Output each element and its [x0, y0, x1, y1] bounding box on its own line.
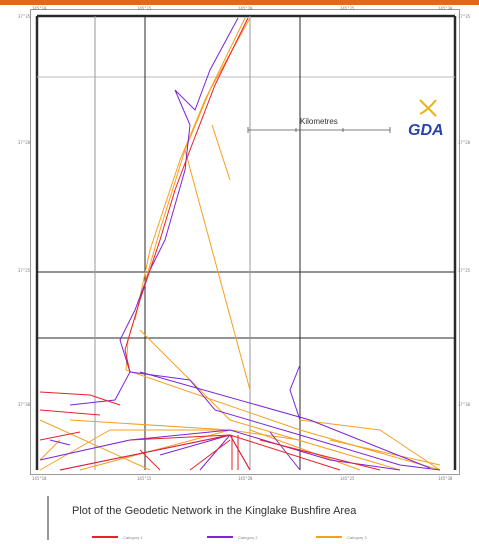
legend-label: Category 1	[123, 534, 143, 540]
bottom-tick-label: 145°10	[32, 476, 47, 481]
bottom-tick-label: 145°25	[340, 476, 355, 481]
right-tick-label: 37°35	[458, 14, 471, 19]
orange-network-lines	[39, 17, 441, 471]
left-tick-label: 37°30	[18, 402, 31, 407]
right-tick-label: 37°25	[458, 268, 471, 273]
map-frame	[30, 9, 460, 475]
top-tick-label: 145°20	[238, 6, 253, 11]
legend-item-red: Category 1	[92, 533, 143, 541]
scale-bar	[247, 127, 391, 133]
bottom-tick-label: 145°15	[137, 476, 152, 481]
graticule-grid	[35, 14, 457, 470]
red-network-lines	[39, 17, 381, 471]
legend-swatch-orange	[316, 536, 342, 538]
purple-network-lines	[39, 17, 441, 471]
left-tick-label: 37°20	[18, 140, 31, 145]
legend-swatch-purple	[207, 536, 233, 538]
legend-divider	[47, 496, 49, 540]
top-tick-label: 145°10	[32, 6, 47, 11]
gda-logo: GDA	[408, 122, 444, 139]
network-lines	[39, 17, 441, 471]
legend-item-orange: Category 3	[316, 533, 367, 541]
legend-item-purple: Category 2	[207, 533, 258, 541]
left-tick-label: 37°25	[18, 268, 31, 273]
legend-label: Category 2	[238, 534, 258, 540]
top-tick-label: 145°15	[137, 6, 152, 11]
gda-logo-swoosh-icon	[419, 99, 437, 117]
left-tick-label: 37°35	[18, 14, 31, 19]
right-tick-label: 37°30	[458, 402, 471, 407]
top-tick-label: 145°30	[438, 6, 453, 11]
bottom-tick-label: 145°30	[438, 476, 453, 481]
legend-label: Category 3	[347, 534, 367, 540]
scale-bar-label: Kilometres	[300, 117, 338, 126]
top-tick-label: 145°25	[340, 6, 355, 11]
right-tick-label: 37°20	[458, 140, 471, 145]
legend-swatch-red	[92, 536, 118, 538]
bottom-tick-label: 145°20	[238, 476, 253, 481]
map-title: Plot of the Geodetic Network in the King…	[72, 505, 357, 517]
top-accent-strip	[0, 0, 479, 5]
